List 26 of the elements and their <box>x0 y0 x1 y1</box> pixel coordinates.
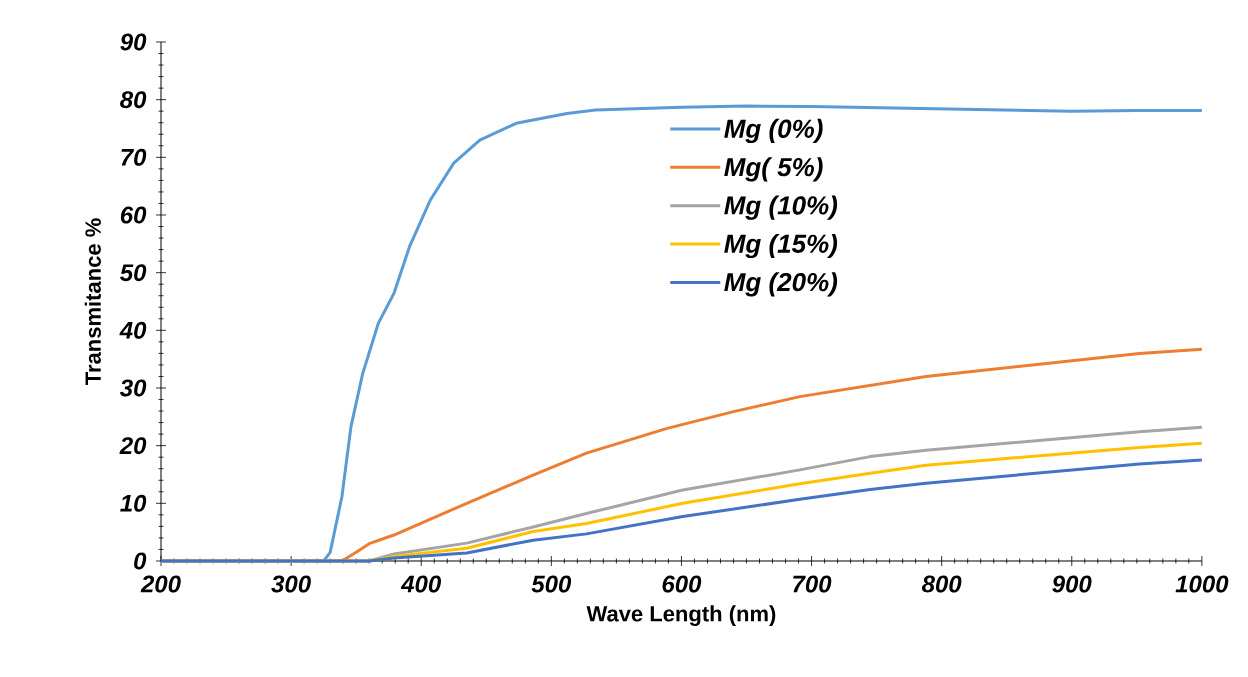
y-tick-label: 20 <box>119 437 147 455</box>
y-tick-label: 0 <box>134 552 147 570</box>
y-tick-label: 10 <box>120 494 147 512</box>
y-tick-label: 50 <box>120 264 147 282</box>
legend-label: Mg( 5%) <box>724 157 823 182</box>
x-axis-title: Wave Length (nm) <box>586 605 776 626</box>
x-tick-label: 1000 <box>1175 575 1229 593</box>
x-tick-label: 800 <box>921 575 962 593</box>
x-tick-label: 900 <box>1052 575 1092 593</box>
legend-label: Mg (10%) <box>724 195 838 220</box>
y-tick-label: 40 <box>119 321 147 339</box>
legend-label: Mg (0%) <box>724 118 823 144</box>
y-tick-label: 80 <box>120 91 147 109</box>
y-tick-label: 70 <box>121 148 147 166</box>
x-tick-label: 500 <box>531 575 572 593</box>
y-tick-label: 90 <box>120 33 147 51</box>
legend-label: Mg (15%) <box>724 233 838 259</box>
x-tick-label: 600 <box>662 575 702 593</box>
y-axis-title: Transmitance % <box>84 218 101 385</box>
y-tick-label: 60 <box>120 206 147 224</box>
x-tick-label: 300 <box>271 575 311 593</box>
legend-label: Mg (20%) <box>724 272 838 297</box>
x-tick-label: 200 <box>140 575 181 593</box>
x-tick-label: 400 <box>400 575 442 593</box>
x-tick-label: 700 <box>793 575 832 593</box>
y-tick-label: 30 <box>119 379 147 397</box>
